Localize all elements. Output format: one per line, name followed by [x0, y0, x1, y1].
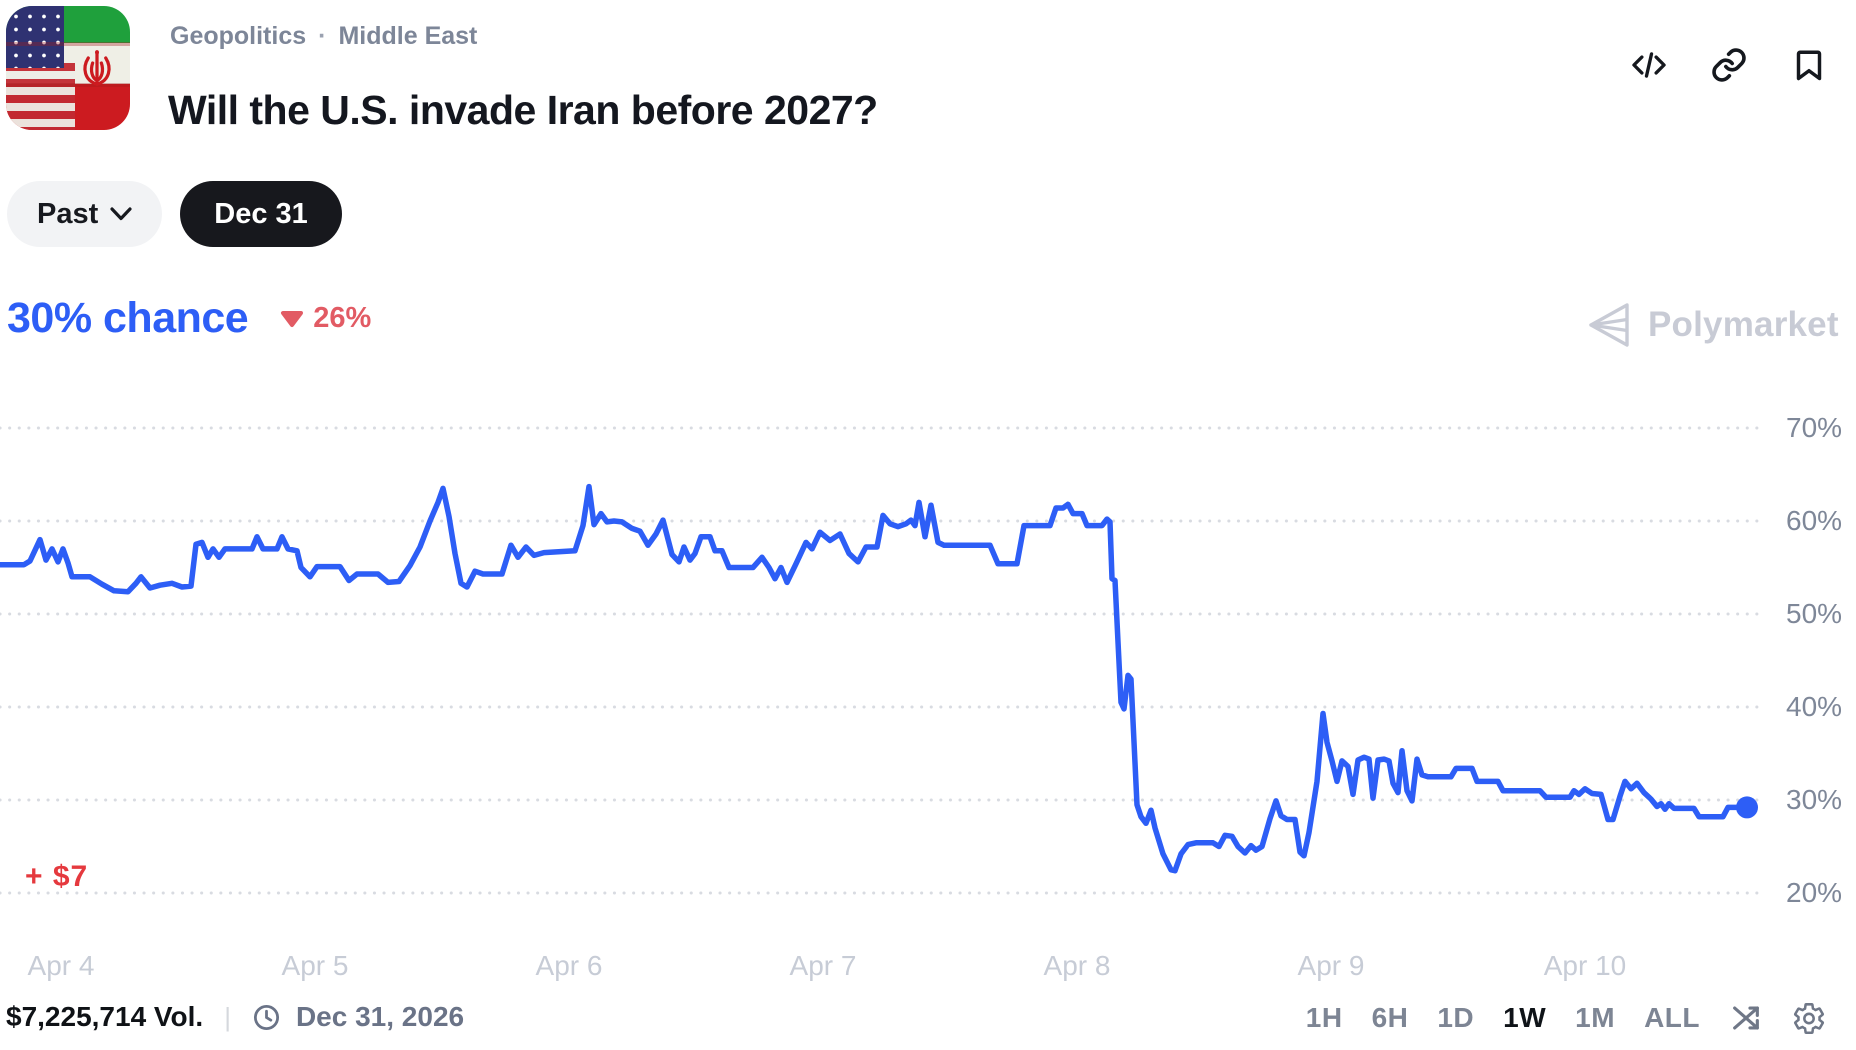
x-tick-label: Apr 10 [1543, 950, 1627, 981]
watermark-text: Polymarket [1648, 305, 1839, 344]
range-button-1h[interactable]: 1H [1305, 1002, 1343, 1033]
y-tick-label: 20% [1786, 877, 1843, 908]
header-actions [1630, 46, 1828, 84]
clock-icon [253, 1004, 279, 1030]
breadcrumb-separator: · [318, 22, 327, 50]
bookmark-button[interactable] [1790, 46, 1828, 84]
y-tick-label: 50% [1786, 598, 1843, 629]
copy-link-button[interactable] [1710, 46, 1748, 84]
range-button-1m[interactable]: 1M [1575, 1002, 1616, 1033]
embed-code-icon [1632, 52, 1666, 78]
breadcrumb-category[interactable]: Geopolitics [170, 22, 307, 50]
price-change-value: 26% [313, 302, 372, 334]
price-endpoint-dot [1736, 796, 1758, 819]
us-canton-layer [6, 6, 65, 68]
x-tick-label: Apr 7 [789, 950, 857, 981]
footer-divider: | [224, 1001, 231, 1032]
y-tick-label: 40% [1786, 691, 1843, 722]
range-button-6h[interactable]: 6H [1371, 1002, 1409, 1033]
us-stripes-layer [6, 63, 76, 130]
date-chip-label: Dec 31 [214, 197, 308, 230]
y-tick-label: 70% [1786, 412, 1843, 443]
outcome-dropdown[interactable]: Past [7, 181, 163, 247]
copy-link-icon [1712, 48, 1746, 82]
embed-code-button[interactable] [1630, 46, 1668, 84]
x-tick-label: Apr 5 [281, 950, 349, 981]
page-title: Will the U.S. invade Iran before 2027? [168, 87, 878, 134]
chart-controls: Past Dec 31 [7, 181, 342, 247]
compare-arrows-button[interactable] [1729, 1001, 1763, 1035]
compare-arrows-icon [1733, 1006, 1759, 1030]
time-range-buttons: 1H 6H 1D 1W 1M ALL [1306, 1002, 1700, 1034]
polymarket-watermark: Polymarket [1586, 300, 1839, 350]
range-button-1d[interactable]: 1D [1437, 1002, 1475, 1033]
y-tick-label: 60% [1786, 505, 1843, 536]
polymarket-logo-icon [1589, 303, 1629, 347]
x-tick-label: Apr 6 [535, 950, 603, 981]
price-line [0, 483, 1750, 874]
x-tick-label: Apr 4 [27, 950, 95, 981]
footer-right: 1H 6H 1D 1W 1M ALL [1306, 1001, 1826, 1035]
triangle-down-icon [281, 310, 304, 327]
settings-gear-button[interactable] [1792, 1001, 1826, 1035]
footer-left: $7,225,714 Vol. | Dec 31, 2026 [6, 1001, 464, 1033]
date-chip[interactable]: Dec 31 [180, 181, 342, 247]
price-row: 30% chance 26% [7, 294, 371, 343]
x-tick-label: Apr 8 [1043, 950, 1111, 981]
bookmark-icon [1796, 50, 1822, 81]
gridlines [0, 426, 1764, 895]
pnl-annotation: + $7 [25, 860, 89, 893]
x-tick-label: Apr 9 [1297, 950, 1365, 981]
y-tick-label: 30% [1786, 784, 1843, 815]
breadcrumb: Geopolitics · Middle East [170, 22, 477, 51]
price-change: 26% [280, 302, 371, 335]
range-button-all[interactable]: ALL [1644, 1002, 1700, 1033]
market-avatar-flag [6, 6, 130, 130]
chance-value: 30% chance [7, 294, 249, 342]
settings-gear-icon [1793, 1002, 1825, 1034]
range-button-1w[interactable]: 1W [1503, 1002, 1547, 1033]
outcome-dropdown-label: Past [37, 197, 99, 230]
breadcrumb-subcategory[interactable]: Middle East [338, 22, 478, 50]
iran-emblem-icon [83, 50, 111, 87]
chevron-down-icon [110, 207, 132, 221]
resolution-date: Dec 31, 2026 [295, 1001, 465, 1032]
volume-label: $7,225,714 Vol. [6, 1001, 204, 1032]
